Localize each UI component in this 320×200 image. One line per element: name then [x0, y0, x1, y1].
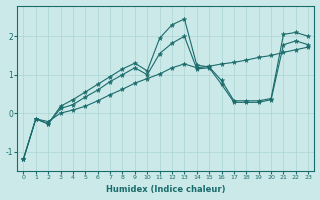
- X-axis label: Humidex (Indice chaleur): Humidex (Indice chaleur): [106, 185, 226, 194]
